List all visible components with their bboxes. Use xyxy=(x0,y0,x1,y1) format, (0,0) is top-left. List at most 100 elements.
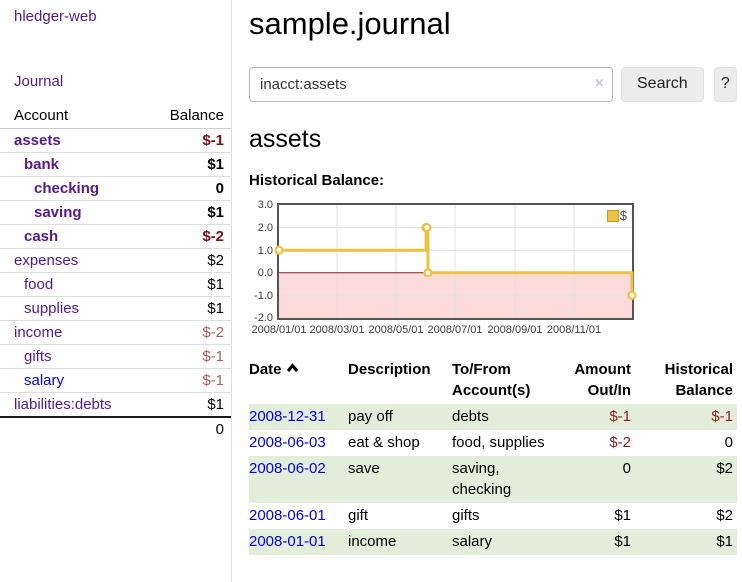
balance-column-header: Historical Balance xyxy=(635,357,737,404)
sidebar-item-journal[interactable]: Journal xyxy=(14,73,64,90)
account-link[interactable]: expenses xyxy=(14,252,79,269)
y-axis-tick-label: 3.0 xyxy=(257,199,273,212)
account-balance: $2 xyxy=(141,248,231,273)
transaction-row: 2008-01-01 income salary $1 $1 xyxy=(249,529,737,556)
description-column-header: Description xyxy=(348,361,431,379)
x-axis-tick-label: 2008/07/01 xyxy=(427,324,483,337)
transaction-accounts: saving, checking xyxy=(452,460,512,498)
transaction-balance: $-1 xyxy=(711,407,733,425)
balance-header-line1: Historical xyxy=(664,361,733,379)
transaction-balance: $1 xyxy=(716,533,733,551)
transaction-balance: $2 xyxy=(716,460,733,478)
transaction-date-link[interactable]: 2008-06-02 xyxy=(249,460,326,478)
account-link[interactable]: assets xyxy=(14,132,61,149)
account-cell: food xyxy=(0,272,142,297)
account-cell: assets xyxy=(0,128,142,153)
sidebar: hledger-web Journal Account Balance asse… xyxy=(0,0,232,582)
account-balance: 0 xyxy=(141,176,231,201)
chart-plot-area: $ xyxy=(274,203,637,321)
x-axis-tick-label: 2008/05/01 xyxy=(368,324,424,337)
date-column-header[interactable]: Date xyxy=(249,357,346,404)
account-row: liabilities:debts $1 xyxy=(0,393,231,418)
transaction-accounts: debts xyxy=(452,407,489,425)
x-axis-tick-label: 2008/11/01 xyxy=(546,324,602,337)
chart-legend: $ xyxy=(606,208,627,223)
total-spacer xyxy=(0,416,142,441)
account-row: saving $1 xyxy=(0,200,231,225)
clear-search-icon[interactable]: × xyxy=(594,74,604,92)
accounts-table-header: Account Balance xyxy=(0,104,231,129)
account-link[interactable]: income xyxy=(14,324,63,341)
account-balance: $1 xyxy=(141,272,231,297)
transaction-amount: $1 xyxy=(614,506,631,524)
x-axis-tick-label: 2008/03/01 xyxy=(309,324,365,337)
account-cell: gifts xyxy=(0,344,142,369)
account-balance: $-2 xyxy=(141,320,231,345)
account-balance: $-1 xyxy=(141,128,231,153)
account-link[interactable]: liabilities:debts xyxy=(14,396,112,413)
account-balance: $-1 xyxy=(141,368,231,393)
account-row: checking 0 xyxy=(0,176,231,201)
brand-link[interactable]: hledger-web xyxy=(14,8,97,25)
account-cell: salary xyxy=(0,368,142,393)
account-link[interactable]: checking xyxy=(34,180,100,197)
transaction-row: 2008-06-03 eat & shop food, supplies $-2 0 xyxy=(249,430,737,456)
transaction-amount: $-2 xyxy=(609,434,631,452)
account-link[interactable]: gifts xyxy=(24,348,52,365)
account-cell: income xyxy=(0,320,142,345)
transaction-balance: $2 xyxy=(716,506,733,524)
balance-column-header: Balance xyxy=(141,104,231,129)
y-axis-tick-label: 0.0 xyxy=(257,267,273,280)
x-axis: 2008/01/01 2008/03/01 2008/05/01 2008/07/01… xyxy=(249,324,729,338)
transaction-date-cell: 2008-06-02 xyxy=(249,456,346,503)
transaction-description: pay off xyxy=(348,407,393,425)
x-axis-tick-label: 2008/01/01 xyxy=(251,324,307,337)
account-row: gifts $-1 xyxy=(0,344,231,369)
search-button[interactable]: Search xyxy=(621,66,704,102)
account-row: food $1 xyxy=(0,272,231,297)
account-cell: bank xyxy=(0,152,142,177)
account-cell: cash xyxy=(0,224,142,249)
y-axis-tick-label: 1.0 xyxy=(257,244,273,257)
transaction-date-link[interactable]: 2008-06-01 xyxy=(249,506,326,524)
account-balance: $1 xyxy=(141,200,231,225)
transaction-description: income xyxy=(348,533,397,551)
transaction-description: eat & shop xyxy=(348,434,420,452)
help-button[interactable]: ? xyxy=(713,66,737,102)
transaction-date-link[interactable]: 2008-06-03 xyxy=(249,434,326,452)
y-axis: 3.0 2.0 1.0 0.0 -1.0 -2.0 xyxy=(249,196,273,326)
account-cell: saving xyxy=(0,200,142,225)
chart-title: Historical Balance: xyxy=(249,172,385,190)
transaction-balance: 0 xyxy=(724,434,733,452)
amount-header-line1: Amount xyxy=(574,361,631,379)
accounts-total-row: 0 xyxy=(0,416,231,441)
transaction-description: save xyxy=(348,460,380,478)
transaction-row: 2008-06-01 gift gifts $1 $2 xyxy=(249,503,737,529)
account-row: bank $1 xyxy=(0,152,231,177)
historical-balance-chart: 3.0 2.0 1.0 0.0 -1.0 -2.0 $ 2008/01/01 2008/03… xyxy=(249,196,729,342)
transaction-date-link[interactable]: 2008-12-31 xyxy=(249,407,326,425)
account-row: supplies $1 xyxy=(0,296,231,321)
transaction-description: gift xyxy=(348,506,369,524)
transaction-amount: $-1 xyxy=(609,407,631,425)
search-input[interactable] xyxy=(249,66,613,102)
account-link[interactable]: cash xyxy=(24,228,59,245)
transaction-date-link[interactable]: 2008-01-01 xyxy=(249,533,326,551)
account-link[interactable]: supplies xyxy=(24,300,80,317)
transaction-row: 2008-06-02 save saving, checking 0 $2 xyxy=(249,456,737,503)
transaction-amount: 0 xyxy=(622,460,631,478)
y-axis-tick-label: -1.0 xyxy=(254,289,273,302)
transaction-date-cell: 2008-06-03 xyxy=(249,430,346,456)
transaction-accounts: food, supplies xyxy=(452,434,545,452)
register-table: Date Description To/From Account(s) Amou… xyxy=(249,357,737,556)
account-cell: supplies xyxy=(0,296,142,321)
register-header-row: Date Description To/From Account(s) Amou… xyxy=(249,357,737,404)
page-title: sample.journal xyxy=(249,6,451,41)
account-link[interactable]: salary xyxy=(24,372,65,389)
account-link[interactable]: bank xyxy=(24,156,60,173)
account-link[interactable]: food xyxy=(24,276,54,293)
y-axis-tick-label: -2.0 xyxy=(254,312,273,325)
account-link[interactable]: saving xyxy=(34,204,82,221)
account-column-header: Account xyxy=(0,104,142,129)
account-row: expenses $2 xyxy=(0,248,231,273)
